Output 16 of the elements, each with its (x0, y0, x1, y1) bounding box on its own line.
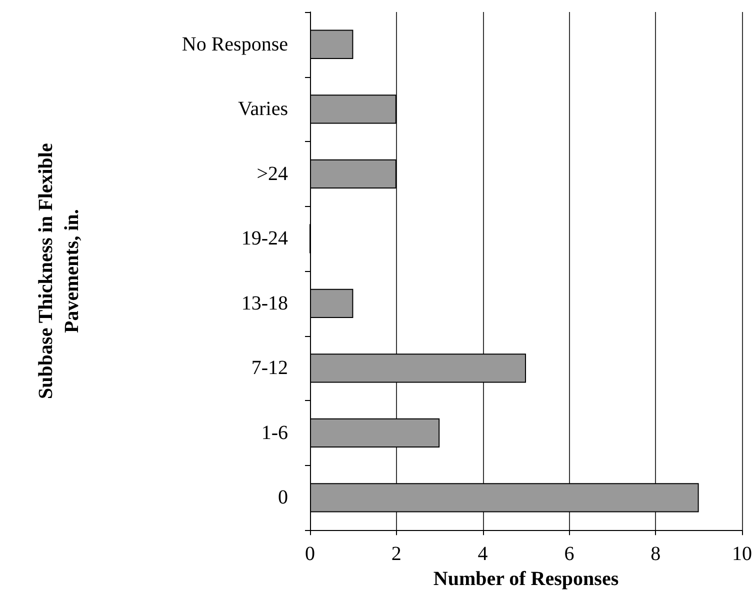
y-tick-label: Varies (238, 98, 288, 120)
y-tick-label: 7-12 (251, 357, 288, 380)
x-tick-label: 2 (391, 543, 402, 566)
y-tick-label: No Response (182, 33, 288, 56)
y-tick-label: 0 (278, 486, 288, 509)
y-tick-label: 19-24 (241, 228, 288, 250)
x-tick-label: 10 (732, 543, 752, 566)
y-tick-label: 13-18 (241, 292, 288, 314)
x-axis-title: Number of Responses (433, 568, 619, 590)
y-tick-label: >24 (256, 162, 288, 185)
y-axis-title: Subbase Thickness in Flexible Pavements, in. (35, 143, 83, 399)
x-tick-label: 0 (305, 543, 315, 566)
x-tick-label: 6 (564, 543, 574, 566)
x-tick-label: 4 (478, 543, 488, 566)
x-tick-label: 8 (650, 543, 661, 566)
y-tick-label: 1-6 (261, 422, 288, 444)
